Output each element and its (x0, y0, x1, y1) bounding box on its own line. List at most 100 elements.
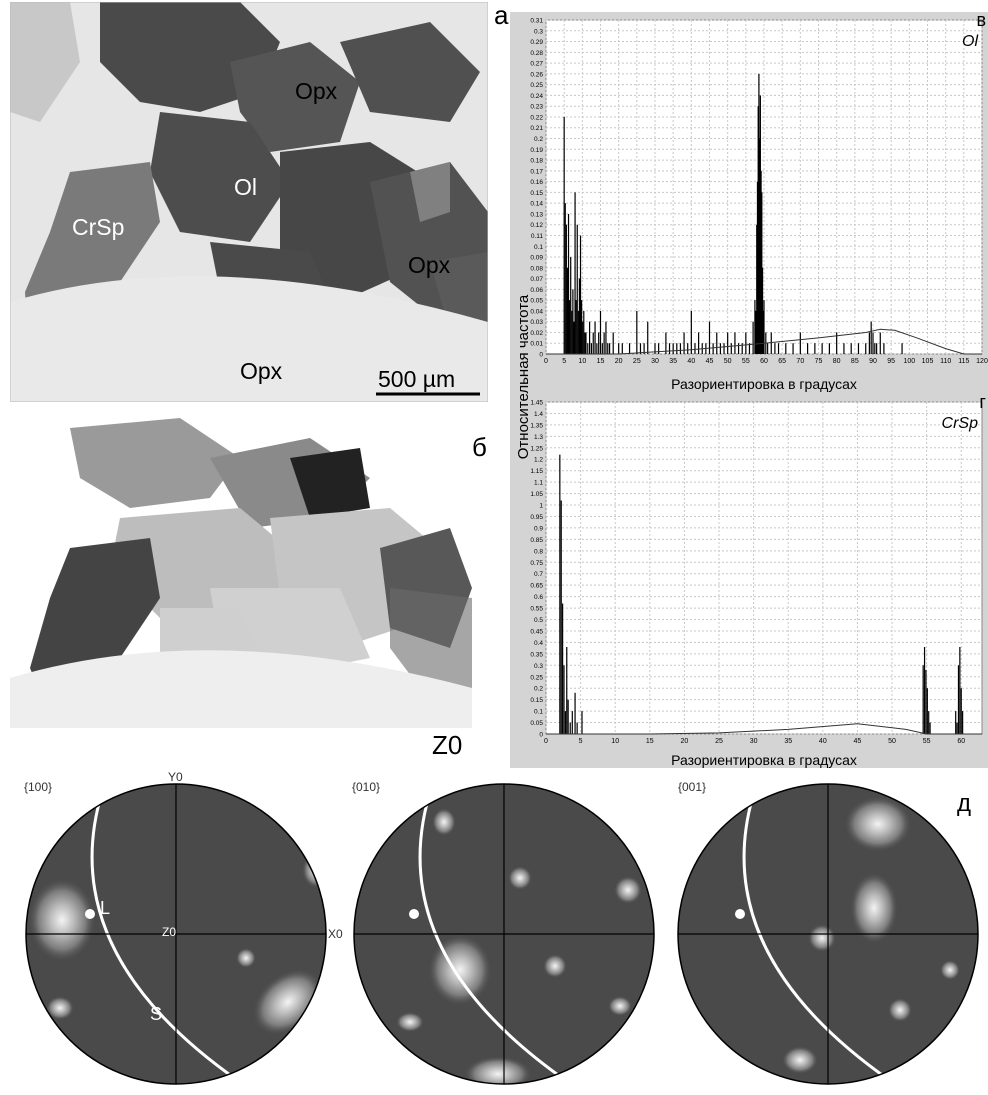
y-tick-label: 0.16 (530, 179, 543, 186)
bar (770, 332, 772, 354)
bar (571, 711, 573, 734)
y-tick-label: 0.31 (530, 18, 543, 25)
x-tick-label: 105 (922, 358, 934, 365)
bar (679, 343, 682, 354)
bar (589, 321, 591, 354)
bar (639, 343, 642, 354)
bar (564, 711, 566, 734)
bar (672, 343, 674, 354)
x-tick-label: 0 (544, 358, 548, 365)
bar (578, 278, 581, 354)
bar (592, 332, 594, 354)
lineation-point (85, 909, 95, 919)
bar (737, 343, 740, 354)
x-tick-label: 115 (958, 358, 969, 365)
y-tick-label: 0.1 (534, 709, 543, 716)
y-tick-label: 1.2 (534, 457, 543, 464)
bar (755, 310, 757, 354)
bar (923, 646, 926, 734)
bar (821, 343, 823, 354)
bar (759, 138, 761, 354)
center-label-z0: Z0 (162, 925, 177, 939)
panel-letter: в (976, 12, 986, 30)
bar (928, 711, 930, 734)
bar (874, 343, 876, 354)
y-tick-label: 1.25 (530, 445, 543, 452)
x-axis-label: Разориентировка в градусах (671, 752, 857, 768)
bar (565, 224, 567, 354)
x-tick-label: 5 (579, 738, 583, 745)
y-tick-label: 0.3 (534, 28, 543, 35)
bar (756, 181, 759, 354)
bar (581, 300, 583, 354)
bar (850, 343, 852, 354)
x-tick-label: 60 (760, 358, 768, 365)
y-tick-label: 1 (539, 503, 543, 510)
bar (587, 343, 589, 354)
y-tick-label: 0 (539, 352, 543, 359)
bar (581, 711, 583, 734)
bar (925, 669, 927, 734)
y-tick-label: 0.7 (534, 571, 543, 578)
mineral-label: CrSp (942, 415, 979, 432)
bar (741, 343, 743, 354)
x-tick-label: 55 (742, 358, 750, 365)
stereonet-100 (25, 783, 327, 1085)
y-tick-label: 1.4 (534, 411, 543, 418)
bar (570, 257, 572, 354)
bar (962, 711, 964, 734)
bar (569, 722, 571, 734)
bar (872, 332, 874, 354)
y-tick-label: 0.15 (530, 697, 543, 704)
panel-a-bse-image: Opx Ol CrSp Opx Opx 500 µm (9, 1, 489, 403)
bar (665, 332, 667, 354)
bar (590, 343, 593, 354)
bar (883, 343, 885, 354)
bar (654, 343, 656, 354)
panel-letter-a: а (494, 0, 509, 30)
x-tick-label: 80 (833, 358, 841, 365)
bar (716, 332, 718, 354)
bar (607, 343, 609, 354)
x-tick-label: 55 (923, 738, 931, 745)
x-tick-label: 35 (669, 358, 677, 365)
bar (752, 321, 754, 354)
y-tick-label: 0.75 (530, 560, 543, 567)
bar (687, 343, 689, 354)
y-tick-label: 0.05 (530, 720, 543, 727)
panel-letter-d: д (957, 790, 972, 817)
bar (761, 192, 763, 354)
y-tick-label: 0.35 (530, 651, 543, 658)
y-tick-label: 0.1 (534, 244, 543, 251)
x-tick-label: 30 (750, 738, 758, 745)
bar (761, 267, 764, 354)
bar (647, 321, 649, 354)
label-ol: Ol (234, 174, 257, 200)
stereonet-010 (353, 783, 655, 1085)
x-tick-label: 75 (815, 358, 823, 365)
axis-label-y0: Y0 (168, 770, 183, 784)
label-crsp: CrSp (72, 214, 125, 240)
y-tick-label: 0.25 (530, 82, 543, 89)
bar (879, 332, 881, 354)
bar (559, 454, 561, 734)
bar (698, 332, 700, 354)
y-tick-label: 0.03 (530, 319, 543, 326)
y-tick-label: 1.35 (530, 422, 543, 429)
y-tick-label: 0.85 (530, 537, 543, 544)
bar (956, 722, 958, 734)
x-tick-label: 45 (854, 738, 862, 745)
bar (774, 343, 776, 354)
bar (745, 332, 747, 354)
bar (955, 711, 957, 734)
bar (836, 332, 838, 354)
y-tick-label: 0.21 (530, 125, 543, 132)
y-tick-label: 1.45 (530, 400, 543, 407)
y-tick-label: 0.2 (534, 136, 543, 143)
bar (585, 332, 587, 354)
bar (575, 300, 577, 354)
y-tick-label: 0.4 (534, 640, 543, 647)
y-tick-label: 0.09 (530, 255, 543, 262)
bar (574, 192, 576, 354)
lineation-label: L (100, 898, 111, 918)
